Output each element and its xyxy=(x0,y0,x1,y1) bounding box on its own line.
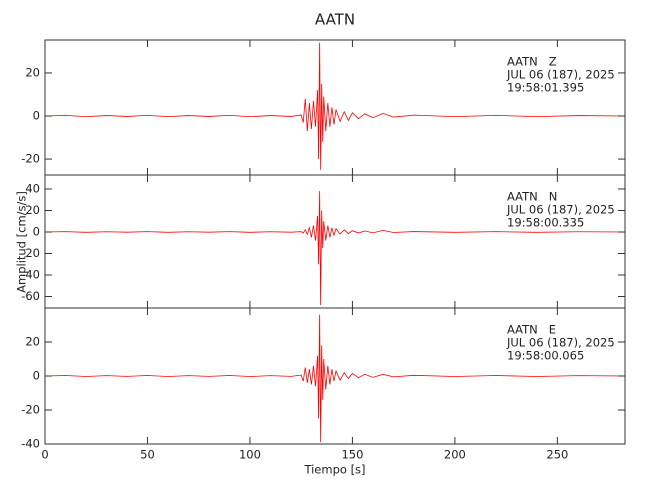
y-axis-label: Amplitud [cm/s/s] xyxy=(15,191,29,293)
trace-annotation: JUL 06 (187), 2025 xyxy=(506,203,615,217)
chart-title: AATN xyxy=(315,11,355,29)
trace-annotation: AATN N xyxy=(507,190,557,204)
y-tick-label: -40 xyxy=(21,267,40,281)
trace-annotation: JUL 06 (187), 2025 xyxy=(506,68,615,82)
x-axis-label: Tiempo [s] xyxy=(303,463,365,477)
x-tick-label: 100 xyxy=(239,448,261,462)
trace-annotation: 19:58:00.065 xyxy=(507,349,584,363)
y-tick-label: -20 xyxy=(21,403,40,417)
y-tick-label: 0 xyxy=(33,109,40,123)
y-tick-label: 20 xyxy=(25,65,40,79)
trace-annotation: JUL 06 (187), 2025 xyxy=(506,336,615,350)
y-tick-label: 20 xyxy=(25,203,40,217)
x-tick-label: 0 xyxy=(41,448,48,462)
trace-annotation: 19:58:00.335 xyxy=(507,216,584,230)
trace-annotation: 19:58:01.395 xyxy=(507,81,584,95)
waveform xyxy=(44,314,626,443)
waveform xyxy=(44,42,626,170)
trace-annotation: AATN E xyxy=(507,323,556,337)
y-tick-label: 0 xyxy=(33,369,40,383)
y-tick-label: 40 xyxy=(25,181,40,195)
trace-annotation: AATN Z xyxy=(507,55,557,69)
y-tick-label: 0 xyxy=(33,224,40,238)
y-tick-label: -20 xyxy=(21,152,40,166)
x-tick-label: 50 xyxy=(140,448,155,462)
x-tick-label: 250 xyxy=(546,448,568,462)
y-tick-label: -40 xyxy=(21,437,40,451)
waveform xyxy=(44,191,626,306)
x-tick-label: 200 xyxy=(444,448,466,462)
y-tick-label: -60 xyxy=(21,289,40,303)
x-tick-label: 150 xyxy=(341,448,363,462)
y-tick-label: 20 xyxy=(25,335,40,349)
y-tick-label: -20 xyxy=(21,246,40,260)
